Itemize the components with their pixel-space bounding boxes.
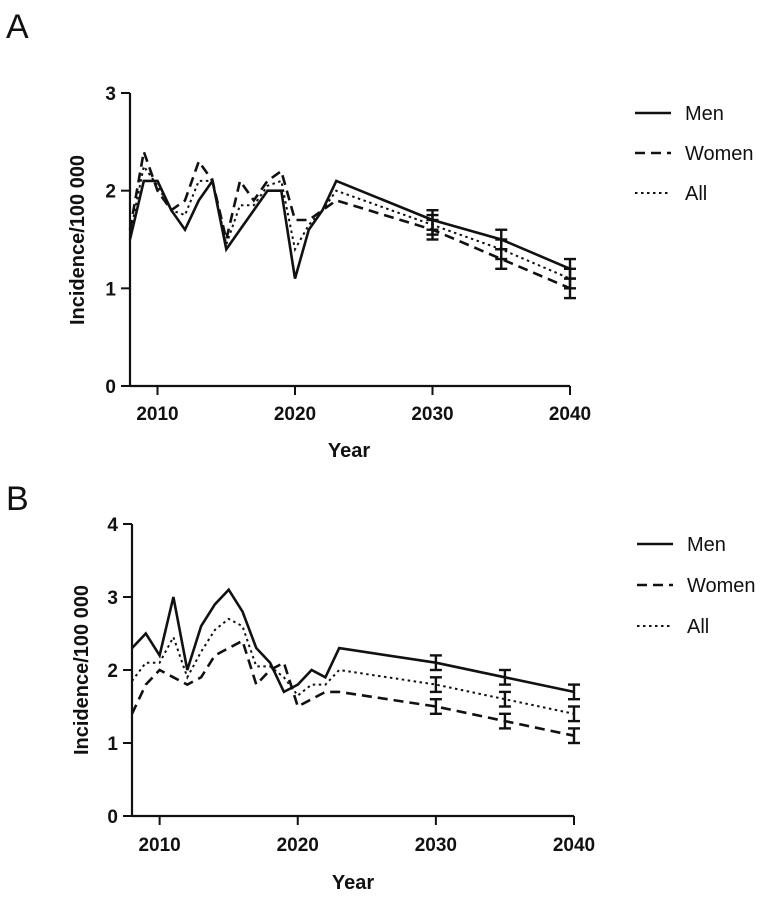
panel-b-series-women-line <box>130 638 575 737</box>
panel-b-x-tick-label: 2030 <box>415 835 457 856</box>
panel-a-legend-women-label: Women <box>685 143 754 165</box>
panel-b-y-tick-label: 1 <box>107 734 118 755</box>
panel-a: A 0 1 2 3 2010 2020 2030 2040 Men Women All Year I… <box>6 8 754 462</box>
panel-a-x-tick-label: 2040 <box>549 404 591 425</box>
panel-a-legend-all-label: All <box>685 183 707 205</box>
panel-a-y-tick-label: 1 <box>105 279 116 300</box>
panel-b-legend-women-label: Women <box>687 575 756 597</box>
panel-b-y-tick-label: 0 <box>107 807 118 828</box>
panel-b-legend-all-label: All <box>687 616 709 638</box>
panel-a-y-tick-label: 3 <box>105 84 116 105</box>
panel-b-series-women-error-bar <box>568 727 580 745</box>
panel-a-series-all-error-bar <box>495 238 508 261</box>
panel-a-legend-men-label: Men <box>685 103 724 125</box>
panel-b-label: B <box>6 480 29 518</box>
panel-a-x-tick-label: 2010 <box>136 404 178 425</box>
panel-b-x-axis-title: Year <box>332 872 374 894</box>
panel-b-series-all-error-bar <box>498 690 511 708</box>
panel-b-y-tick-label: 2 <box>107 661 118 682</box>
panel-b-legend-men-label: Men <box>687 534 726 556</box>
panel-a-x-axis-title: Year <box>328 440 370 462</box>
panel-b-series-men-error-bar <box>498 668 511 686</box>
panel-a-series-all-line <box>129 163 571 280</box>
panel-a-series-all-error-bar <box>426 213 439 236</box>
panel-a-x-tick-label: 2030 <box>411 404 453 425</box>
panel-b-plot: 0 1 2 3 4 2010 2020 2030 2040 Men Women All <box>107 515 755 856</box>
panel-a-y-tick-label: 2 <box>105 182 116 203</box>
panel-b-y-axis-title: Incidence/100 000 <box>71 585 93 755</box>
panel-b-y-tick-label: 4 <box>107 515 118 536</box>
panel-b-x-tick-label: 2020 <box>277 835 319 856</box>
panel-b-series-men-error-bar <box>429 654 442 672</box>
panel-b-series-all-error-bar <box>568 705 580 723</box>
panel-b-series-men-line <box>131 587 575 694</box>
panel-b-series-women-error-bar <box>429 698 442 715</box>
panel-b-y-tick-label: 3 <box>107 588 118 609</box>
panel-b-series-all-error-bar <box>429 676 442 694</box>
panel-a-label: A <box>6 8 29 46</box>
panel-b-series-women-error-bar <box>498 712 511 730</box>
panel-a-y-tick-label: 0 <box>105 377 116 398</box>
panel-a-plot: 0 1 2 3 2010 2020 2030 2040 Men Women All <box>105 84 753 425</box>
panel-a-x-tick-label: 2020 <box>274 404 316 425</box>
panel-a-y-axis-title: Incidence/100 000 <box>67 155 89 325</box>
panel-b-series-men-error-bar <box>568 683 580 701</box>
panel-b-x-tick-label: 2010 <box>138 835 180 856</box>
panel-b-x-tick-label: 2040 <box>553 835 595 856</box>
panel-a-series-all-error-bar <box>564 267 576 290</box>
